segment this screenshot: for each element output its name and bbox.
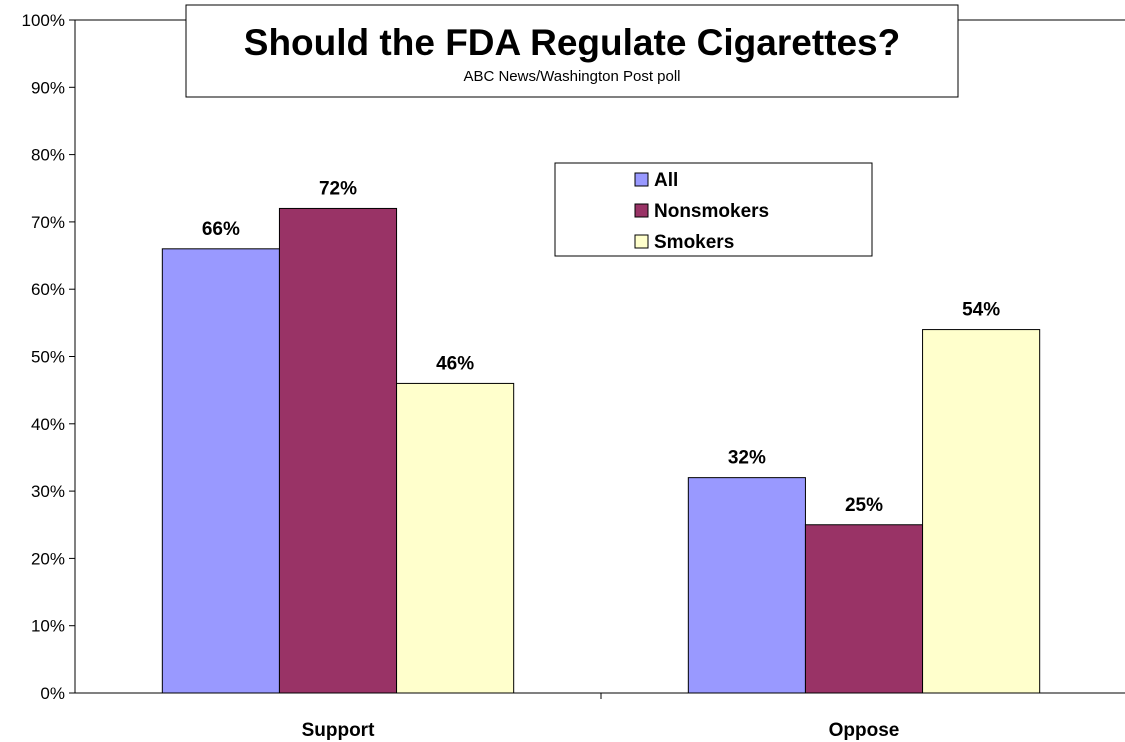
legend-label: Smokers (654, 232, 734, 253)
y-axis: 0% 10% 20% 30% 40% 50% 60% 70% 80% 90% 100% (22, 11, 75, 703)
bar-all-support (161, 248, 280, 694)
data-label: 32% (728, 448, 766, 469)
legend-label: All (654, 170, 678, 191)
x-category-label: Oppose (829, 720, 900, 741)
data-label: 72% (319, 178, 357, 199)
y-tick-label: 10% (31, 617, 65, 636)
y-tick-label: 90% (31, 78, 65, 97)
chart-title: Should the FDA Regulate Cigarettes? (244, 22, 900, 63)
legend-label: Nonsmokers (654, 201, 769, 222)
y-tick-label: 30% (31, 482, 65, 501)
legend-swatch-nonsmokers (634, 203, 649, 218)
legend-swatch-smokers (634, 234, 649, 249)
y-tick-label: 100% (22, 11, 65, 30)
bar-nonsmokers-oppose (804, 524, 924, 694)
y-tick-label: 0% (40, 684, 65, 703)
bars (161, 207, 1041, 694)
bar-all-oppose (687, 477, 806, 694)
bar-nonsmokers-support (278, 207, 398, 694)
y-tick-label: 40% (31, 415, 65, 434)
y-tick-label: 20% (31, 549, 65, 568)
data-label: 66% (202, 219, 240, 240)
chart-subtitle: ABC News/Washington Post poll (463, 68, 680, 85)
y-tick-label: 80% (31, 146, 65, 165)
bar-smokers-oppose (922, 329, 1041, 694)
x-category-label: Support (302, 720, 375, 741)
y-tick-label: 50% (31, 348, 65, 367)
data-label: 46% (436, 353, 474, 374)
legend-swatch-all (634, 172, 649, 187)
data-label: 54% (962, 300, 1000, 321)
y-tick-label: 70% (31, 213, 65, 232)
bar-smokers-support (396, 382, 515, 694)
y-tick-label: 60% (31, 280, 65, 299)
x-axis: Support Oppose (302, 693, 900, 741)
data-labels: 66% 72% 46% 32% 25% 54% (202, 178, 1000, 515)
title-box-frame (185, 4, 959, 98)
legend: All Nonsmokers Smokers (554, 162, 873, 257)
data-label: 25% (845, 495, 883, 516)
legend-frame (554, 162, 873, 257)
title-box: Should the FDA Regulate Cigarettes? ABC … (185, 4, 959, 98)
